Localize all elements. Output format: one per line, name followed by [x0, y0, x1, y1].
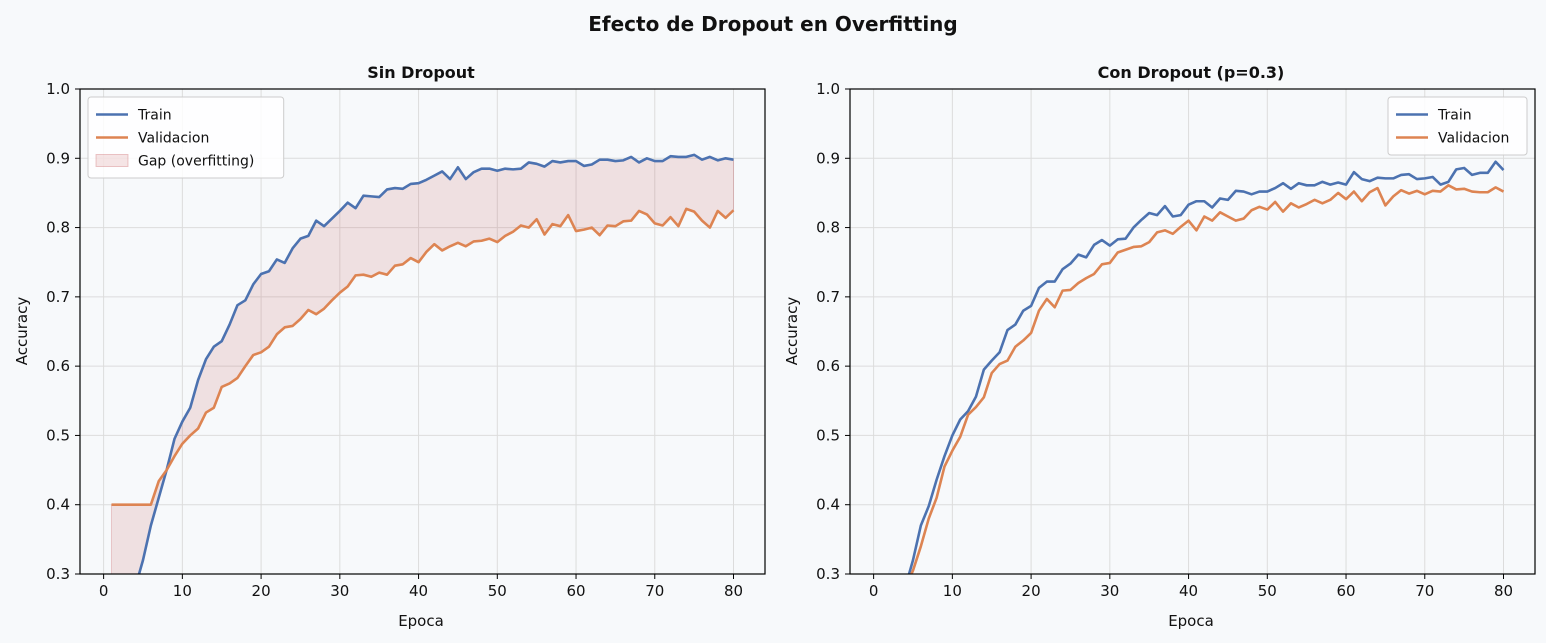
x-axis-label: Epoca: [1168, 612, 1214, 630]
legend-box: [1387, 96, 1528, 156]
x-tick-label: 50: [488, 582, 507, 600]
panel-title: Sin Dropout: [367, 63, 475, 82]
axes-frame: [79, 88, 766, 575]
x-tick-label: 0: [99, 582, 109, 600]
y-tick-label: 0.6: [816, 357, 840, 375]
series-line-train: [907, 160, 1505, 574]
series-line-train: [137, 153, 734, 574]
x-tick-label: 0: [869, 582, 879, 600]
x-tick-label: 40: [409, 582, 428, 600]
y-tick-label: 0.8: [816, 219, 840, 237]
y-tick-label: 1.0: [816, 80, 840, 98]
panel-con-dropout: Con Dropout (p=0.3) Epoca Accuracy 0 10 20…: [783, 63, 1536, 630]
legend: Train Validacion: [1387, 96, 1528, 156]
x-tick-label: 70: [645, 582, 664, 600]
x-tick-label: 80: [1494, 582, 1513, 600]
x-tick-label: 60: [1336, 582, 1355, 600]
axes-frame: [849, 88, 1536, 575]
plot-marks: [110, 153, 735, 574]
panel-title: Con Dropout (p=0.3): [1098, 63, 1285, 82]
series-line-validacion: [909, 184, 1505, 574]
y-tick-label: 0.3: [46, 565, 70, 583]
x-tick-label: 20: [1022, 582, 1041, 600]
y-tick-label: 0.7: [816, 288, 840, 306]
legend-label: Gap (overfitting): [138, 154, 254, 170]
panel-sin-dropout: Sin Dropout Epoca Accuracy 0 10 20 30 40 50 60…: [13, 63, 766, 630]
y-tick-label: 0.4: [816, 496, 840, 514]
x-tick-label: 30: [330, 582, 349, 600]
plot-area: [850, 89, 1535, 574]
y-axis-label: Accuracy: [13, 297, 31, 366]
y-tick-label: 0.5: [46, 426, 70, 444]
x-tick-label: 50: [1258, 582, 1277, 600]
x-tick-label: 20: [252, 582, 271, 600]
y-tick-label: 0.3: [816, 565, 840, 583]
x-tick-label: 70: [1415, 582, 1434, 600]
plot-marks: [907, 160, 1505, 574]
y-tick-label: 0.9: [816, 149, 840, 167]
y-tick-label: 0.6: [46, 357, 70, 375]
x-tick-label: 80: [724, 582, 743, 600]
x-tick-label: 40: [1179, 582, 1198, 600]
y-tick-label: 0.8: [46, 219, 70, 237]
legend-box: [87, 96, 285, 179]
legend-label: Validacion: [138, 131, 209, 147]
x-tick-label: 60: [566, 582, 585, 600]
legend: Train Validacion Gap (overfitting): [87, 96, 285, 179]
legend-swatch-gap: [95, 154, 129, 167]
y-tick-label: 0.5: [816, 426, 840, 444]
legend-label: Train: [137, 108, 172, 124]
y-tick-label: 0.9: [46, 149, 70, 167]
y-axis-label: Accuracy: [783, 297, 801, 366]
legend-label: Validacion: [1438, 131, 1509, 147]
series-line-validacion: [111, 207, 735, 507]
x-tick-label: 10: [173, 582, 192, 600]
legend-label: Train: [1437, 108, 1472, 124]
y-tick-label: 0.7: [46, 288, 70, 306]
x-axis-label: Epoca: [398, 612, 444, 630]
x-tick-label: 10: [943, 582, 962, 600]
y-tick-label: 1.0: [46, 80, 70, 98]
y-tick-label: 0.4: [46, 496, 70, 514]
figure-title: Efecto de Dropout en Overfitting: [588, 12, 958, 36]
x-tick-label: 30: [1100, 582, 1119, 600]
